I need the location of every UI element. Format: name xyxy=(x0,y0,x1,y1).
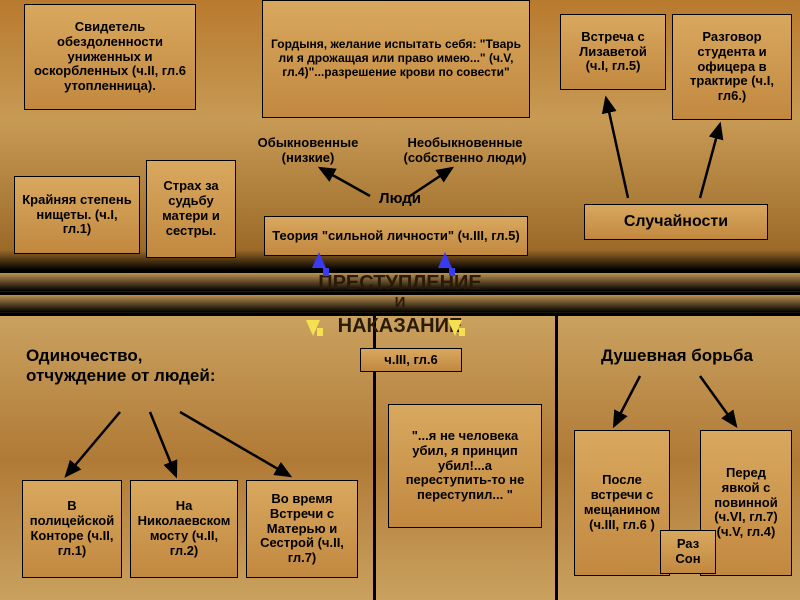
arrow-yellow-down-2-icon xyxy=(448,320,462,336)
box-family-meeting: Во время Встречи с Матерью и Сестрой (ч.… xyxy=(246,480,358,578)
label-people: Люди xyxy=(360,190,440,207)
title-crime: ПРЕСТУПЛЕНИЕ xyxy=(0,272,800,295)
arrow-yellow-down-1-icon xyxy=(306,320,320,336)
box-after-meeting: После встречи с мещанином (ч.III, гл.6 ) xyxy=(574,430,670,576)
vline-right xyxy=(555,313,558,600)
box-theory: Теория "сильной личности" (ч.III, гл.5) xyxy=(264,216,528,256)
box-lizaveta: Встреча с Лизаветой (ч.I, гл.5) xyxy=(560,14,666,90)
box-raz-son: Раз Сон xyxy=(660,530,716,574)
box-witness: Свидетель обездоленности униженных и оск… xyxy=(24,4,196,110)
box-poverty: Крайняя степень нищеты. (ч.I, гл.1) xyxy=(14,176,140,254)
title-punishment: НАКАЗАНИЕ xyxy=(0,315,800,338)
label-ordinary: Обыкновенные (низкие) xyxy=(234,136,382,166)
label-loneliness: Одиночество, отчуждение от людей: xyxy=(26,346,246,385)
box-ch3-gl6: ч.III, гл.6 xyxy=(360,348,462,372)
box-chance: Случайности xyxy=(584,204,768,240)
label-struggle: Душевная борьба xyxy=(572,346,782,366)
box-student-talk: Разговор студента и офицера в трактире (… xyxy=(672,14,792,120)
title-and: И xyxy=(0,294,800,311)
box-bridge: На Николаевском мосту (ч.II, гл.2) xyxy=(130,480,238,578)
arrow-blue-up-1-icon xyxy=(312,252,326,268)
box-police-office: В полицейской Конторе (ч.II, гл.1) xyxy=(22,480,122,578)
box-pride-quote: Гордыня, желание испытать себя: "Тварь л… xyxy=(262,0,530,118)
arrow-blue-up-2-icon xyxy=(438,252,452,268)
label-extraordinary: Необыкновенные (собственно люди) xyxy=(380,136,550,166)
box-fear-family: Страх за судьбу матери и сестры. xyxy=(146,160,236,258)
box-principle-quote: "...я не человека убил, я принцип убил!.… xyxy=(388,404,542,528)
